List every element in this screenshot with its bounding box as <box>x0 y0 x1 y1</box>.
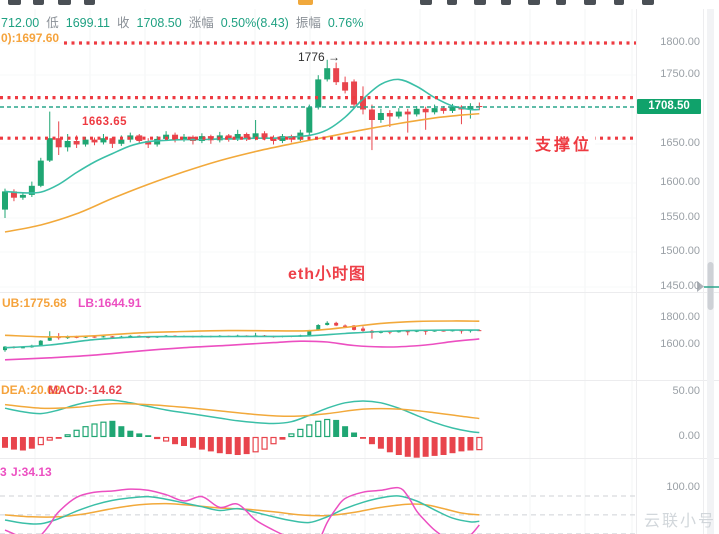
support-level-annotation: 支撑位 <box>532 131 596 155</box>
toolbar-icon-fragment[interactable] <box>84 0 95 5</box>
macd-dea-readout: DEA:20.62 <box>1 383 61 397</box>
toolbar-icon-fragment[interactable] <box>528 0 540 5</box>
ma-readout-partial: 0):1697.60 <box>1 31 60 45</box>
kdj-partial-readout: 3 <box>0 465 7 479</box>
peak-price-text: 1776 <box>298 50 325 64</box>
axis-label-main: 1450.00 <box>660 280 700 292</box>
toolbar-icon-fragment[interactable] <box>447 0 457 5</box>
ohlc-change-label: 涨幅 <box>188 16 214 30</box>
axis-label-main: 1750.00 <box>660 68 700 80</box>
ohlc-high-value: 712.00 <box>1 16 40 30</box>
ohlc-low-value: 1699.11 <box>65 16 111 30</box>
ohlc-info-bar: 712.00 低 1699.11 收 1708.50 涨幅 0.50%(8.43… <box>1 12 363 31</box>
ohlc-amplitude-value: 0.76% <box>327 16 364 30</box>
watermark: 云联小号 <box>643 513 716 530</box>
toolbar-icon-fragment[interactable] <box>474 0 486 5</box>
axis-label-boll: 1800.00 <box>660 311 700 323</box>
ohlc-amplitude-label: 振幅 <box>295 16 321 30</box>
ohlc-close-label: 收 <box>117 16 130 30</box>
toolbar-icon-fragment[interactable] <box>58 0 71 5</box>
axis-label-macd: 50.00 <box>672 385 700 397</box>
axis-label-main: 1600.00 <box>660 176 700 188</box>
chart-title-annotation: eth小时图 <box>288 266 367 283</box>
axis-label-boll: 1600.00 <box>660 338 700 350</box>
toolbar-icon-fragment[interactable] <box>501 0 511 5</box>
macd-value-readout: MACD:-14.62 <box>48 383 123 397</box>
boll-ub-readout: UB:1775.68 <box>2 296 67 310</box>
axis-label-main: 1650.00 <box>660 137 700 149</box>
ohlc-change-value: 0.50%(8.43) <box>220 16 289 30</box>
axis-label-main: 1550.00 <box>660 211 700 223</box>
current-price-badge: 1708.50 <box>637 99 701 114</box>
axis-label-main: 1800.00 <box>660 36 700 48</box>
toolbar-icon-fragment[interactable] <box>33 0 44 5</box>
toolbar-icon-fragment[interactable] <box>8 0 21 5</box>
toolbar-icon-fragment[interactable] <box>642 0 654 5</box>
toolbar-icon-fragment[interactable] <box>298 0 313 5</box>
peak-price-annotation: 1776 → <box>298 50 340 64</box>
kdj-j-readout: J:34.13 <box>11 465 52 479</box>
boll-lb-readout: LB:1644.91 <box>78 296 142 310</box>
toolbar-icon-fragment[interactable] <box>556 0 566 5</box>
axis-label-kdj: 100.00 <box>666 481 700 493</box>
axis-label-macd: 0.00 <box>678 430 700 442</box>
panel-expand-arrow-icon[interactable] <box>697 281 704 292</box>
toolbar-icon-fragment[interactable] <box>614 0 624 5</box>
toolbar-icon-fragment[interactable] <box>584 0 596 5</box>
toolbar-icon-fragment[interactable] <box>420 0 432 5</box>
right-arrow-icon: → <box>328 50 341 64</box>
scrollbar-thumb[interactable] <box>707 262 714 310</box>
ohlc-close-value: 1708.50 <box>136 16 182 30</box>
plateau-price-annotation: 1663.65 <box>82 116 128 128</box>
axis-label-main: 1500.00 <box>660 245 700 257</box>
ohlc-low-label: 低 <box>46 16 59 30</box>
